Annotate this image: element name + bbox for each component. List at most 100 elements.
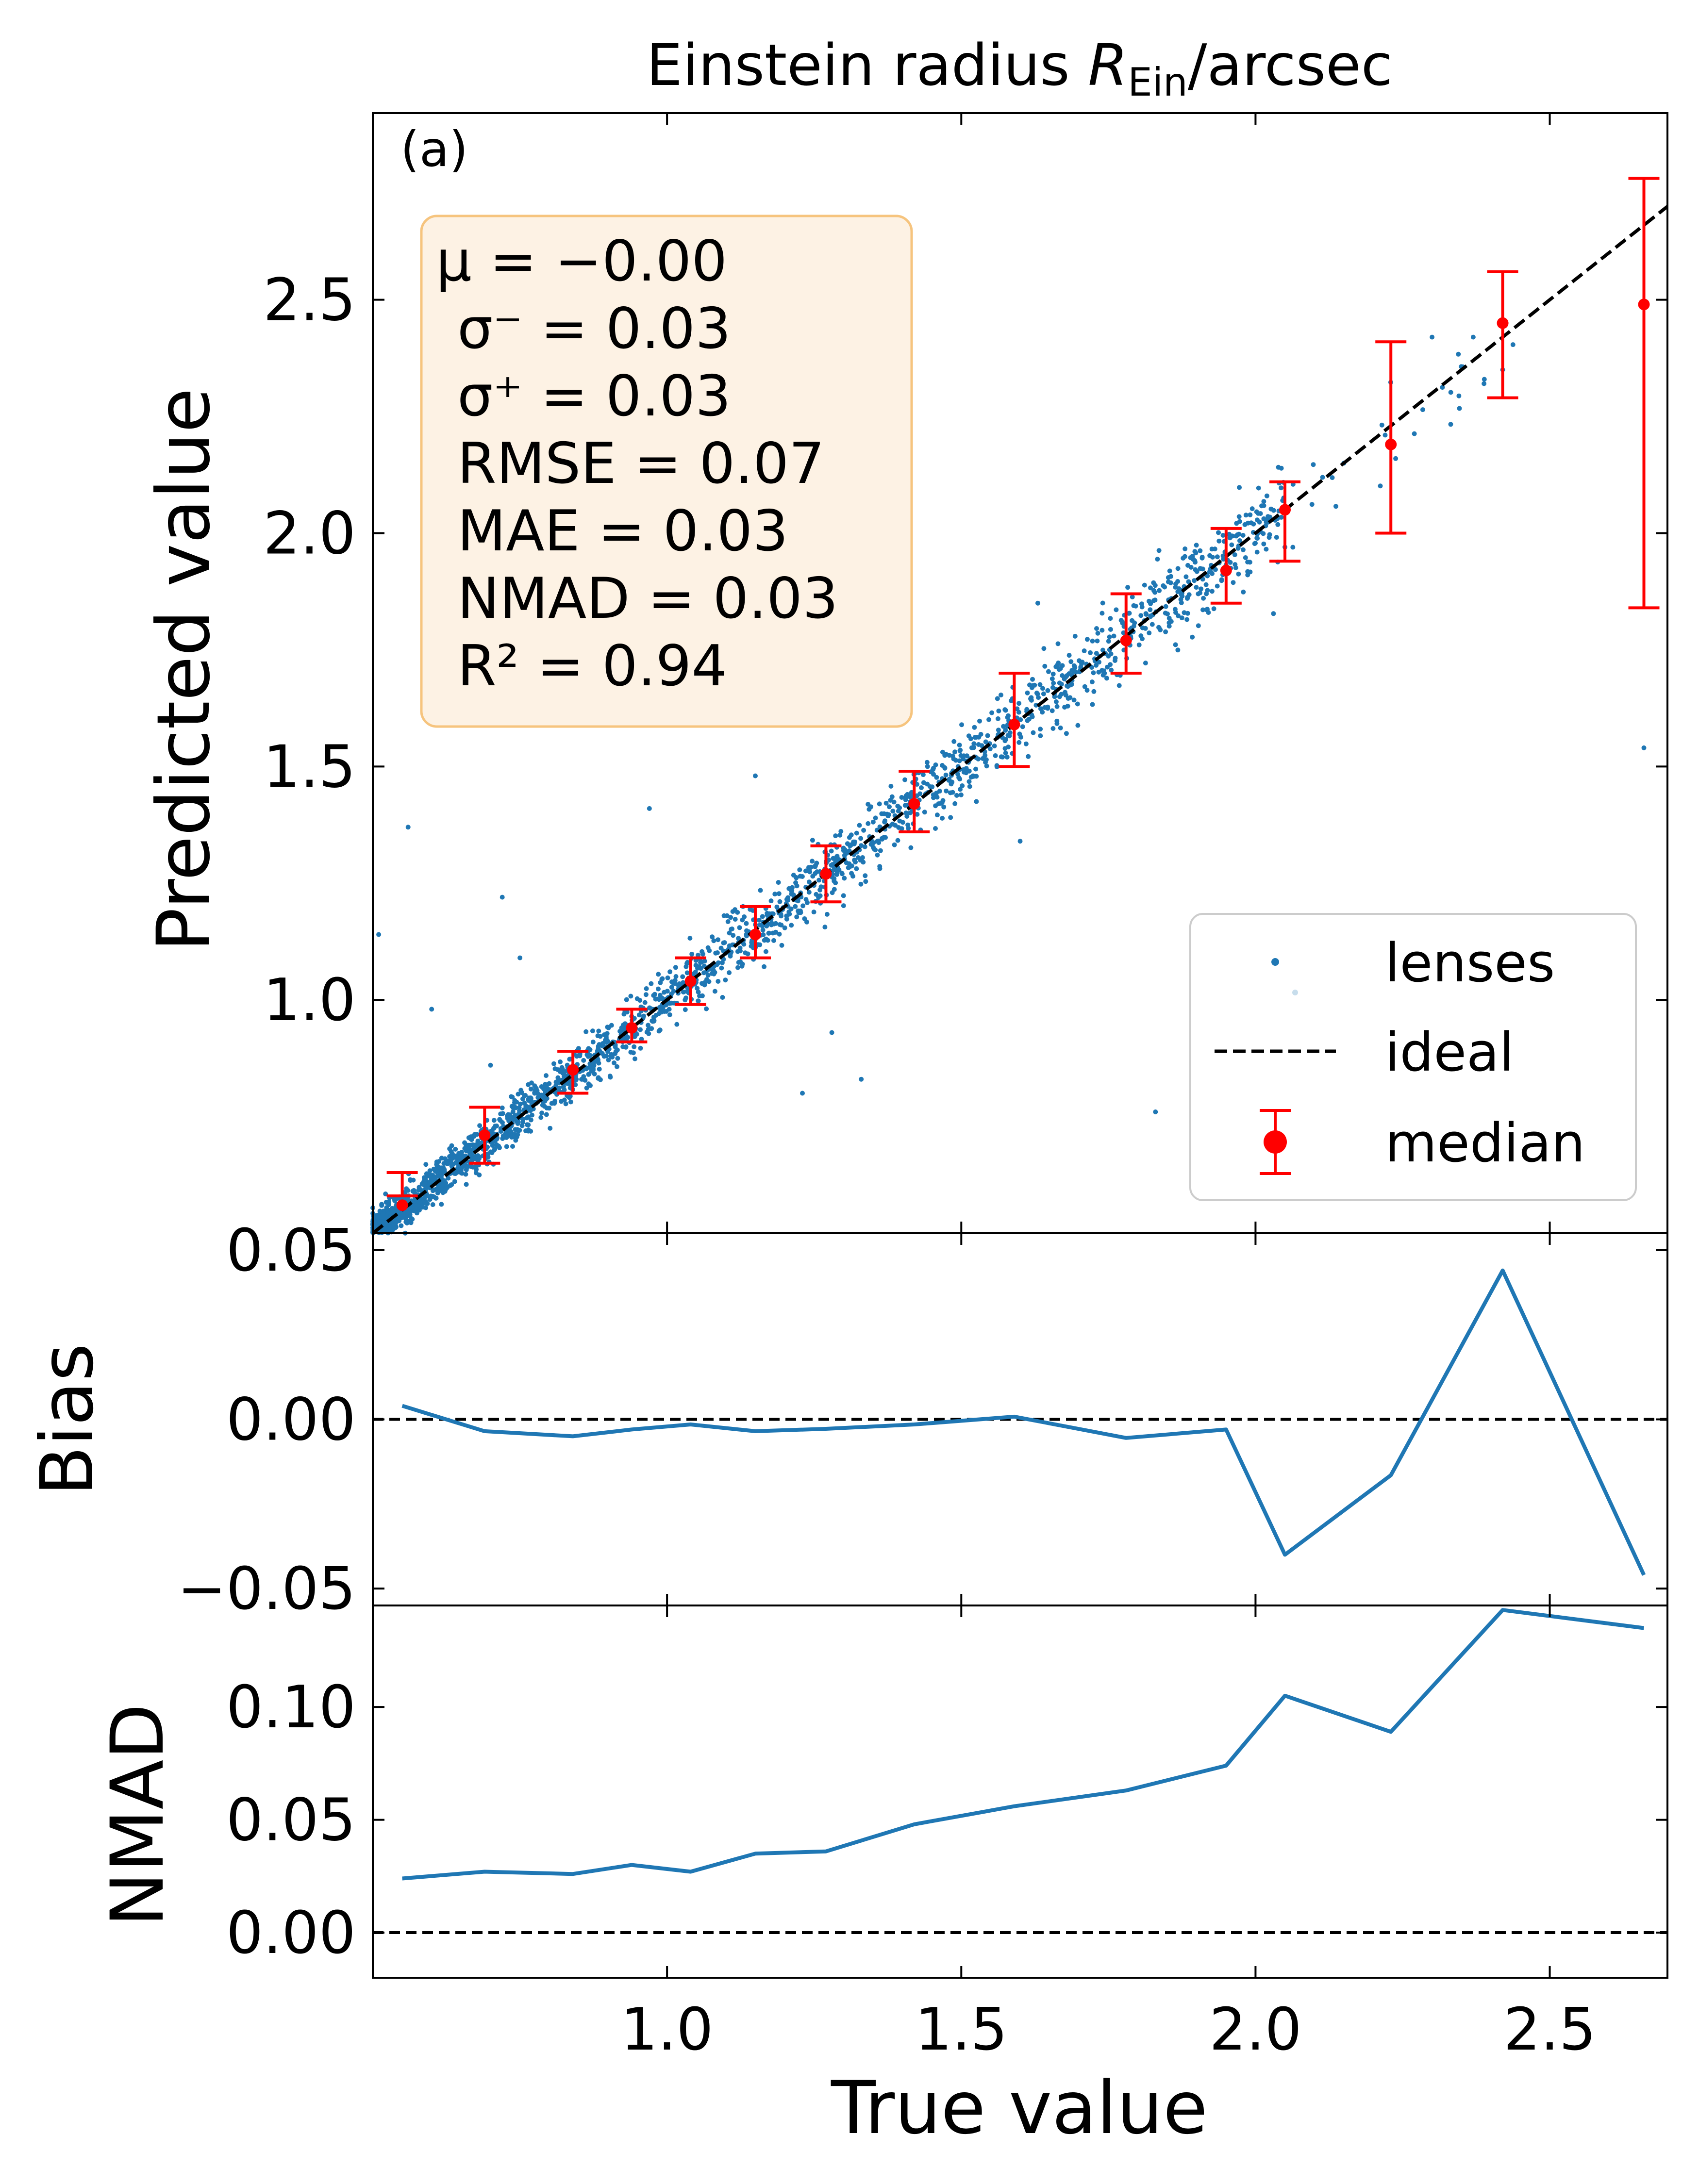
- lens-point: [1053, 699, 1059, 704]
- lens-point: [405, 1208, 410, 1213]
- lens-point: [1320, 475, 1325, 480]
- lens-point: [1240, 533, 1246, 538]
- lens-point: [504, 1144, 509, 1149]
- lens-point: [727, 930, 732, 936]
- lens-point: [510, 1144, 515, 1149]
- lens-point: [1182, 554, 1187, 559]
- lens-point: [562, 1069, 567, 1075]
- lens-point: [953, 758, 959, 763]
- lens-point: [784, 897, 789, 902]
- lens-point: [915, 811, 920, 817]
- lens-point: [983, 753, 988, 758]
- lens-point: [933, 803, 938, 809]
- lens-point: [706, 979, 712, 984]
- lens-point: [1186, 579, 1191, 584]
- lens-point: [711, 938, 716, 943]
- lens-point: [1333, 504, 1338, 509]
- lens-point: [477, 1154, 483, 1159]
- lens-point: [871, 840, 876, 845]
- lens-point: [735, 965, 740, 970]
- lens-point: [861, 827, 866, 833]
- lens-point: [1016, 701, 1022, 706]
- lens-point: [595, 1057, 600, 1062]
- median-errorbar: [386, 1171, 418, 1211]
- lens-point: [1383, 432, 1388, 438]
- lens-point: [925, 781, 930, 787]
- lens-point: [547, 1106, 552, 1111]
- lens-point: [586, 1046, 591, 1051]
- lens-point: [1247, 560, 1252, 565]
- lens-point: [1033, 703, 1039, 708]
- lens-point: [729, 927, 734, 932]
- lens-point: [1084, 688, 1090, 693]
- lens-point: [1025, 718, 1030, 723]
- lens-point: [891, 799, 897, 805]
- median-errorbar: [1487, 270, 1518, 399]
- lens-point: [1065, 683, 1069, 689]
- lens-point: [557, 1085, 562, 1091]
- lens-point: [1116, 683, 1122, 688]
- lens-point: [1379, 422, 1384, 428]
- lens-point: [719, 965, 724, 971]
- lens-point: [1641, 745, 1647, 750]
- lens-point: [854, 866, 859, 871]
- lens-point: [591, 1065, 596, 1071]
- lens-point: [943, 772, 949, 778]
- lens-point: [1148, 585, 1153, 591]
- lens-point: [687, 936, 693, 941]
- lens-point: [403, 1217, 409, 1222]
- x-tick-label: 2.5: [1503, 1996, 1596, 2064]
- lens-point: [1274, 535, 1279, 540]
- lens-point: [1042, 663, 1048, 669]
- lens-point: [1209, 589, 1215, 594]
- lens-point: [1143, 611, 1149, 616]
- lens-point: [1148, 613, 1153, 618]
- lens-point: [386, 1202, 391, 1208]
- lens-point: [404, 1186, 409, 1191]
- lens-point: [854, 830, 859, 836]
- lens-point: [968, 736, 973, 742]
- lens-point: [512, 1132, 517, 1138]
- lens-point: [644, 986, 649, 991]
- lens-point: [699, 960, 704, 965]
- lens-point: [716, 937, 721, 943]
- lens-point: [685, 986, 690, 991]
- lens-point: [548, 1125, 553, 1131]
- lens-point: [804, 900, 810, 905]
- lens-point: [1216, 530, 1221, 535]
- lens-point: [1055, 641, 1061, 646]
- lens-point: [861, 860, 866, 865]
- lens-point: [875, 839, 880, 844]
- lens-point: [727, 970, 732, 976]
- lens-point: [920, 772, 926, 778]
- lens-point: [1243, 513, 1249, 518]
- lens-point: [814, 860, 819, 866]
- lens-point: [523, 1128, 529, 1133]
- lens-point: [439, 1202, 444, 1207]
- lens-point: [519, 1090, 524, 1095]
- lens-point: [1155, 557, 1160, 562]
- lens-point: [1440, 385, 1445, 390]
- lens-point: [733, 907, 738, 912]
- lens-point: [647, 806, 652, 811]
- lens-point: [680, 974, 685, 979]
- lens-point: [1237, 538, 1242, 543]
- lens-point: [545, 1086, 550, 1092]
- lens-point: [664, 1009, 669, 1014]
- lens-point: [378, 1219, 383, 1224]
- lens-point: [586, 1072, 592, 1076]
- lens-point: [1106, 639, 1111, 644]
- lens-point: [536, 1092, 541, 1097]
- lens-point: [959, 722, 964, 728]
- lens-point: [1311, 462, 1316, 467]
- legend-frame: [1189, 913, 1637, 1201]
- lens-point: [1457, 406, 1462, 411]
- lens-point: [952, 801, 958, 806]
- lens-point: [1157, 588, 1162, 593]
- lens-point: [494, 1123, 499, 1128]
- lens-point: [810, 859, 815, 864]
- lens-point: [445, 1161, 450, 1166]
- lens-point: [1254, 535, 1260, 541]
- lens-point: [1194, 585, 1199, 590]
- lens-point: [817, 893, 823, 898]
